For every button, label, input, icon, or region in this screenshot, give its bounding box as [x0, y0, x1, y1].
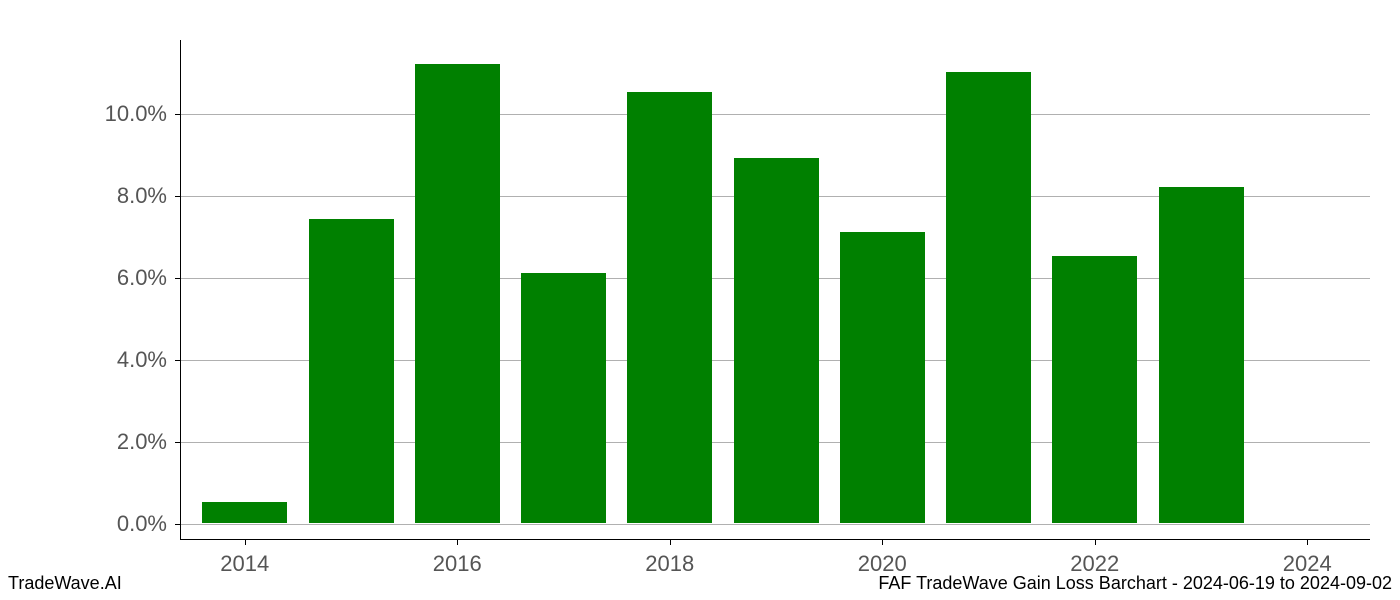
bar: [309, 219, 394, 522]
y-tick-label: 6.0%: [117, 265, 181, 291]
bar: [1159, 187, 1244, 523]
x-tick-label: 2018: [645, 539, 694, 577]
bar: [521, 273, 606, 523]
bar: [734, 158, 819, 523]
x-tick-label: 2024: [1283, 539, 1332, 577]
bar: [1052, 256, 1137, 522]
x-tick-label: 2020: [858, 539, 907, 577]
y-tick-label: 0.0%: [117, 511, 181, 537]
plot-area: 0.0%2.0%4.0%6.0%8.0%10.0%201420162018202…: [180, 40, 1370, 540]
bar: [840, 232, 925, 523]
bar: [946, 72, 1031, 523]
footer-right: FAF TradeWave Gain Loss Barchart - 2024-…: [878, 573, 1392, 594]
chart-container: 0.0%2.0%4.0%6.0%8.0%10.0%201420162018202…: [180, 40, 1370, 540]
x-tick-label: 2014: [220, 539, 269, 577]
footer-left: TradeWave.AI: [8, 573, 122, 594]
x-tick-label: 2022: [1070, 539, 1119, 577]
gridline: [181, 114, 1370, 115]
gridline: [181, 524, 1370, 525]
bar: [202, 502, 287, 522]
bar: [627, 92, 712, 522]
bar: [415, 64, 500, 523]
y-tick-label: 4.0%: [117, 347, 181, 373]
y-tick-label: 10.0%: [105, 101, 181, 127]
y-tick-label: 8.0%: [117, 183, 181, 209]
y-tick-label: 2.0%: [117, 429, 181, 455]
x-tick-label: 2016: [433, 539, 482, 577]
